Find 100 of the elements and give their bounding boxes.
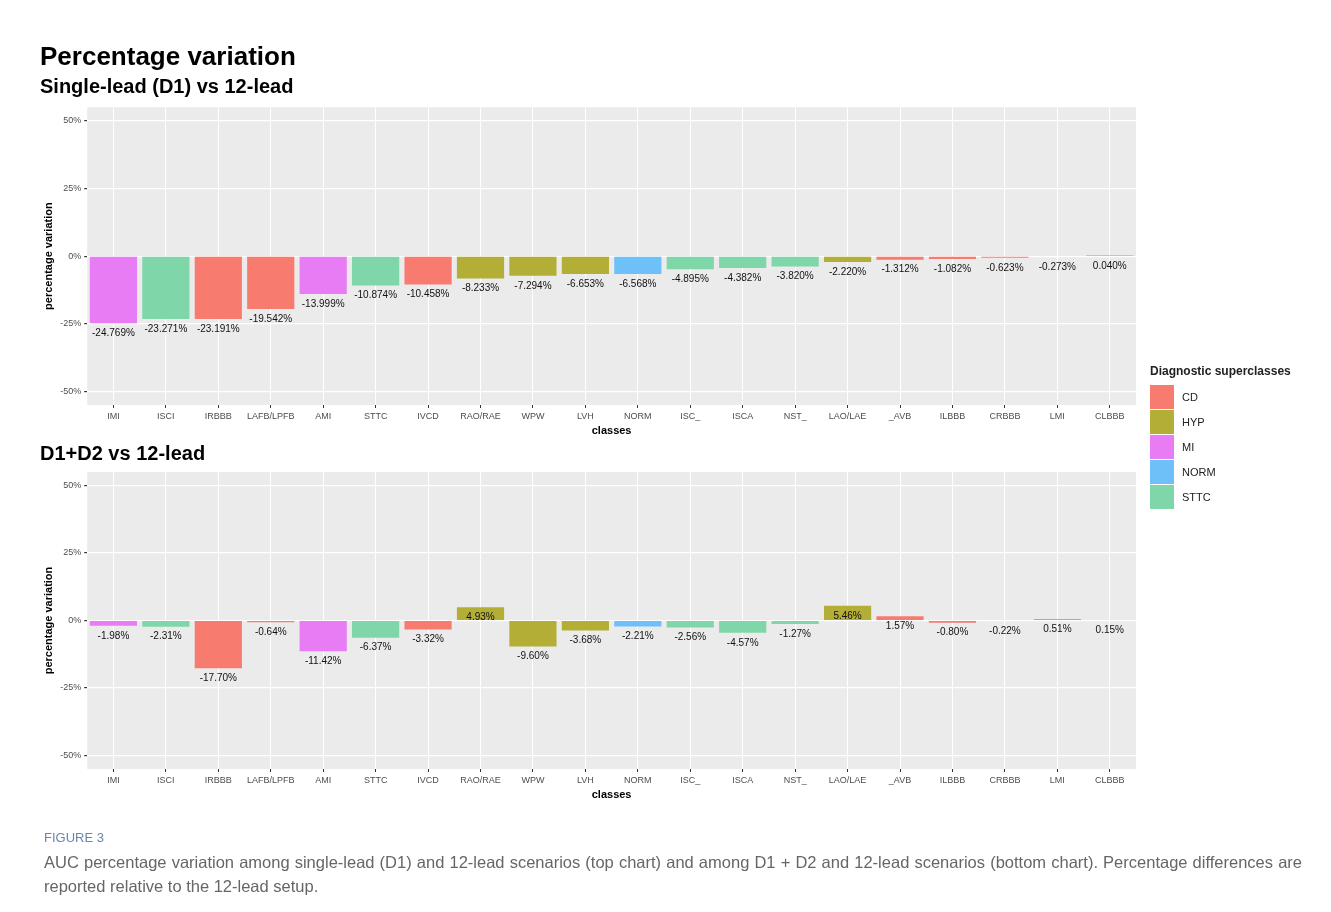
y-tick-label: -50% (60, 749, 82, 760)
chart-title: Percentage variation (40, 40, 296, 71)
x-tick-label: CLBBB (1095, 410, 1125, 421)
bar (299, 621, 347, 652)
x-tick-label: LAFB/LPFB (246, 410, 295, 421)
bar (352, 621, 400, 638)
data-label: -10.874% (354, 289, 398, 301)
data-label: -0.273% (1038, 260, 1077, 272)
data-label: -23.191% (196, 322, 240, 334)
data-label: 0.040% (1092, 259, 1127, 271)
bar (719, 621, 767, 633)
data-label: -2.21% (621, 630, 654, 642)
y-tick-label: 0% (68, 250, 82, 261)
bar (404, 621, 452, 630)
data-label: 0.15% (1095, 623, 1125, 635)
data-label: -17.70% (199, 672, 238, 684)
bar (509, 621, 557, 647)
data-label: -8.233% (461, 282, 500, 294)
x-tick-label: CLBBB (1095, 774, 1125, 785)
x-tick-label: IRBBB (204, 774, 232, 785)
x-tick-label: LMI (1049, 410, 1065, 421)
data-label: 5.46% (833, 609, 862, 621)
data-label: -6.653% (566, 277, 605, 289)
x-tick-label: ILBBB (939, 410, 966, 421)
data-label: -0.80% (936, 626, 969, 638)
data-label: -1.082% (933, 262, 972, 274)
x-tick-label: RAO/RAE (460, 410, 501, 421)
legend-label: HYP (1182, 415, 1205, 428)
legend-title: Diagnostic superclasses (1150, 364, 1291, 378)
data-label: -0.22% (989, 624, 1021, 636)
x-tick-label: NORM (624, 774, 652, 785)
x-tick-label: NST_ (783, 410, 808, 421)
data-label: -6.568% (619, 277, 657, 289)
x-tick-label: IRBBB (204, 410, 232, 421)
x-tick-label: ILBBB (939, 774, 966, 785)
data-label: -1.27% (779, 627, 812, 639)
x-tick-label: NORM (624, 410, 652, 421)
x-tick-label: RAO/RAE (460, 774, 501, 785)
y-tick-label: -25% (60, 682, 82, 693)
chart-subtitle: Single-lead (D1) vs 12-lead (40, 74, 294, 97)
y-tick-label: 50% (63, 479, 82, 490)
x-tick-label: STTC (363, 774, 388, 785)
bar (876, 616, 924, 620)
x-tick-label: IVCD (417, 774, 440, 785)
x-tick-label: ISCA (732, 410, 754, 421)
data-label: -3.820% (776, 270, 814, 282)
data-label: -1.98% (97, 629, 130, 641)
y-axis-title: percentage variation (41, 566, 54, 675)
x-tick-label: _AVB (887, 774, 912, 785)
y-tick-label: 25% (63, 182, 82, 193)
data-label: -4.895% (671, 273, 709, 285)
x-tick-label: ISCA (732, 774, 754, 785)
data-label: -4.382% (724, 271, 762, 283)
data-label: -0.623% (986, 261, 1024, 273)
data-label: 1.57% (885, 620, 915, 632)
bar (194, 621, 242, 669)
data-label: -6.37% (359, 641, 392, 653)
legend-label: NORM (1182, 465, 1216, 478)
x-tick-label: LAO/LAE (828, 774, 867, 785)
x-tick-label: AMI (315, 410, 332, 421)
x-tick-label: IVCD (417, 410, 440, 421)
bar (614, 621, 662, 627)
bar (771, 621, 819, 624)
data-label: -11.42% (304, 655, 342, 667)
x-tick-label: LAFB/LPFB (246, 774, 295, 785)
bar (142, 621, 190, 627)
x-tick-label: ISC_ (680, 410, 702, 421)
data-label: -2.31% (150, 630, 182, 642)
x-tick-label: STTC (363, 410, 388, 421)
data-label: -19.542% (249, 312, 293, 324)
x-tick-label: WPW (521, 774, 545, 785)
data-label: -7.294% (514, 279, 552, 291)
data-label: -3.68% (569, 634, 602, 646)
data-label: -1.312% (881, 263, 919, 275)
data-label: -9.60% (517, 650, 549, 662)
y-tick-label: 25% (63, 547, 82, 558)
y-tick-label: 50% (63, 115, 82, 126)
x-tick-label: CRBBB (989, 774, 1021, 785)
legend-label: MI (1182, 440, 1195, 453)
x-tick-label: NST_ (783, 774, 808, 785)
data-label: -10.458% (406, 288, 450, 300)
data-label: -2.56% (674, 631, 707, 643)
x-tick-label: ISCI (157, 774, 175, 785)
x-tick-label: LVH (576, 410, 594, 421)
x-tick-label: LVH (576, 774, 594, 785)
x-tick-label: _AVB (887, 410, 912, 421)
x-axis-title: classes (591, 424, 632, 437)
data-label: -2.220% (828, 265, 867, 277)
x-tick-label: AMI (315, 774, 332, 785)
x-axis-title: classes (591, 788, 632, 801)
data-label: -0.64% (254, 625, 287, 637)
x-tick-label: CRBBB (989, 410, 1021, 421)
bar (561, 621, 609, 631)
data-label: -23.271% (144, 322, 188, 334)
x-tick-label: ISCI (157, 410, 175, 421)
text: AUC percentage variation among single-lead (D1) and 12-lead scenarios (top chart) and among D1 + D2 and 12-lead scenarios (bottom chart). Percentage differences are reported relative to the 12-lead setup. (44, 852, 1302, 897)
data-label: -24.769% (92, 326, 135, 338)
data-label: 4.93% (466, 610, 495, 622)
x-tick-label: LMI (1049, 774, 1065, 785)
x-tick-label: IMI (107, 774, 120, 785)
